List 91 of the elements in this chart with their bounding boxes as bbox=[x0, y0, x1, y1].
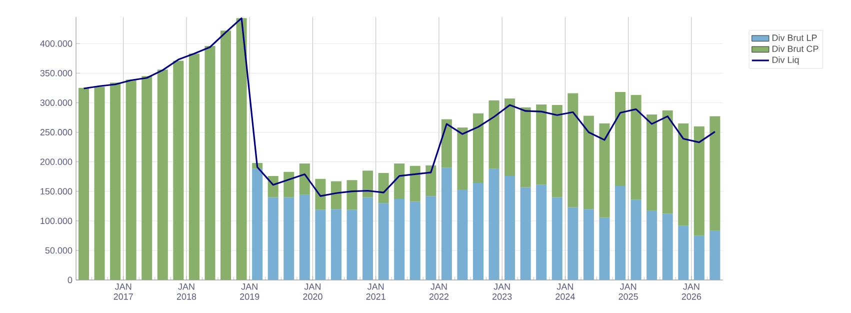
bar bbox=[441, 168, 452, 280]
bar bbox=[284, 172, 294, 198]
bar bbox=[472, 113, 484, 184]
bar bbox=[110, 82, 121, 280]
bar bbox=[536, 184, 547, 280]
bar bbox=[488, 100, 500, 169]
bar bbox=[646, 114, 658, 211]
bar bbox=[94, 86, 105, 280]
bar bbox=[504, 98, 516, 176]
bar bbox=[346, 210, 358, 280]
legend-label: Div Brut CP bbox=[772, 45, 818, 52]
x-tick-label: JAN 2020 bbox=[303, 284, 322, 300]
bar bbox=[394, 164, 405, 200]
bar bbox=[457, 128, 468, 190]
x-tick-label: JAN 2026 bbox=[682, 284, 702, 300]
bar bbox=[583, 116, 594, 210]
bar bbox=[299, 194, 310, 280]
bar bbox=[678, 123, 689, 226]
bar bbox=[188, 54, 200, 280]
bar bbox=[710, 230, 720, 280]
y-tick-label: 150.000 bbox=[40, 188, 72, 195]
legend-label: Div Brut LP bbox=[772, 34, 817, 41]
bar bbox=[488, 168, 500, 280]
y-tick-label: 400.000 bbox=[40, 40, 72, 47]
bar bbox=[378, 173, 389, 204]
bar bbox=[236, 18, 247, 280]
bar bbox=[504, 176, 516, 280]
bar bbox=[472, 183, 484, 280]
bar bbox=[142, 76, 152, 280]
bar bbox=[362, 197, 374, 280]
bar bbox=[710, 116, 720, 231]
bar bbox=[78, 88, 89, 280]
bar bbox=[694, 236, 704, 280]
legend-label: Div Liq bbox=[772, 56, 799, 65]
bar bbox=[599, 123, 610, 218]
x-tick-label: JAN 2024 bbox=[556, 284, 575, 300]
bar bbox=[568, 207, 578, 280]
y-tick-label: 300.000 bbox=[40, 100, 72, 106]
bar bbox=[330, 181, 342, 210]
bar bbox=[378, 203, 389, 280]
bar bbox=[410, 201, 420, 280]
bar bbox=[614, 92, 626, 186]
bar bbox=[441, 119, 452, 168]
x-tick-label: JAN 2023 bbox=[492, 284, 512, 300]
y-tick-label: 100.000 bbox=[40, 218, 72, 224]
bar bbox=[252, 168, 263, 280]
bar bbox=[568, 93, 578, 208]
bar bbox=[299, 164, 310, 195]
bar bbox=[614, 186, 626, 280]
y-tick-label: 350.000 bbox=[40, 70, 72, 76]
bar bbox=[268, 197, 278, 280]
bar bbox=[630, 95, 642, 200]
bar bbox=[536, 104, 547, 185]
bar bbox=[362, 170, 374, 198]
bar bbox=[630, 200, 642, 280]
bar bbox=[552, 197, 562, 280]
bar bbox=[694, 126, 704, 236]
bar bbox=[204, 46, 216, 280]
x-tick-label: JAN 2021 bbox=[366, 284, 386, 300]
bar bbox=[678, 226, 689, 280]
bar bbox=[315, 210, 326, 280]
bar bbox=[646, 210, 658, 280]
x-tick-label: JAN 2025 bbox=[618, 284, 638, 300]
bar bbox=[520, 107, 531, 188]
y-tick-label: 200.000 bbox=[40, 158, 72, 165]
bar bbox=[552, 105, 562, 198]
bar bbox=[157, 70, 168, 280]
bar bbox=[394, 199, 405, 280]
bar bbox=[520, 187, 531, 280]
bar bbox=[330, 209, 342, 280]
x-tick-label: JAN 2022 bbox=[429, 284, 449, 300]
x-tick-label: JAN 2018 bbox=[176, 284, 196, 300]
y-tick-label: 0 bbox=[68, 276, 72, 284]
bar bbox=[346, 180, 358, 210]
bar bbox=[126, 80, 136, 280]
bar bbox=[410, 166, 420, 202]
bar bbox=[662, 110, 673, 214]
bar bbox=[583, 209, 594, 280]
x-tick-label: JAN 2019 bbox=[240, 284, 260, 300]
bar bbox=[426, 196, 436, 280]
bar bbox=[220, 30, 232, 280]
bar bbox=[315, 178, 326, 210]
bar bbox=[426, 165, 436, 196]
bar bbox=[173, 60, 184, 280]
y-tick-label: 50.000 bbox=[45, 247, 72, 254]
x-tick-label: JAN 2017 bbox=[114, 284, 133, 300]
y-tick-label: 250.000 bbox=[40, 129, 72, 136]
bar bbox=[662, 214, 673, 280]
bar bbox=[457, 190, 468, 280]
bar bbox=[599, 217, 610, 280]
bar bbox=[284, 197, 294, 280]
